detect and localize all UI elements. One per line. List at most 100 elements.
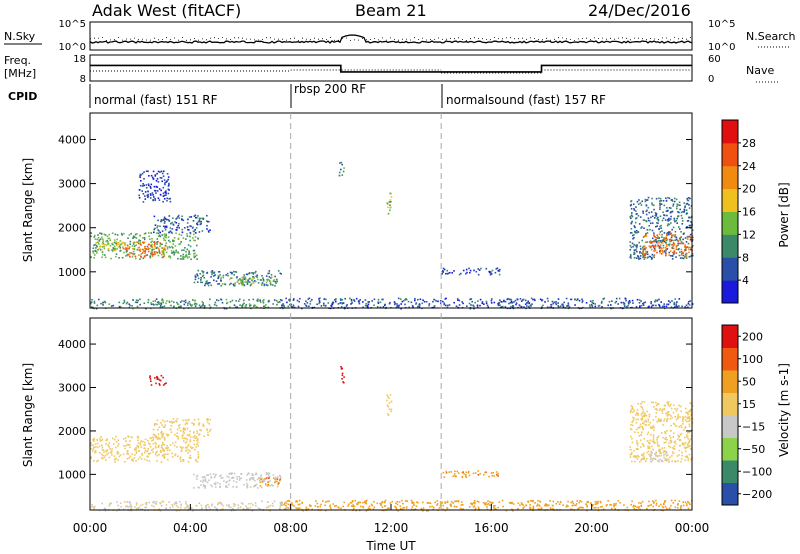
scatter-cell (156, 232, 158, 234)
scatter-cell (656, 459, 659, 462)
scatter-cell (478, 269, 481, 271)
scatter-cell (663, 204, 666, 207)
scatter-cell (206, 282, 209, 285)
scatter-cell (201, 476, 204, 478)
scatter-cell (592, 299, 594, 302)
scatter-cell (660, 224, 662, 227)
scatter-cell (267, 501, 269, 503)
scatter-cell (380, 502, 383, 505)
scatter-cell (157, 436, 160, 439)
scatter-cell (497, 302, 499, 305)
scatter-cell (178, 227, 180, 229)
scatter-cell (279, 501, 282, 504)
scatter-cell (154, 434, 156, 437)
scatter-cell (672, 244, 674, 247)
scatter-cell (638, 506, 640, 508)
scatter-cell (577, 508, 579, 510)
scatter-cell (99, 248, 102, 251)
scatter-cell (225, 481, 227, 484)
scatter-cell (647, 505, 649, 507)
scatter-cell (244, 277, 247, 279)
scatter-cell (690, 239, 692, 242)
scatter-cell (469, 298, 471, 301)
scatter-cell (678, 201, 681, 204)
scatter-cell (195, 254, 198, 257)
scatter-cell (153, 185, 156, 188)
scatter-cell (666, 210, 669, 212)
scatter-cell (637, 442, 639, 444)
scatter-cell (471, 503, 473, 506)
scatter-cell (649, 246, 652, 249)
time-tick-label: 20:00 (574, 521, 609, 535)
scatter-cell (661, 233, 663, 236)
scatter-cell (131, 436, 133, 439)
scatter-cell (658, 448, 660, 451)
scatter-cell (176, 301, 178, 304)
scatter-cell (175, 420, 178, 423)
scatter-cell (133, 245, 136, 247)
scatter-cell (340, 168, 342, 171)
nave-series (90, 69, 692, 74)
scatter-cell (354, 499, 356, 502)
scatter-cell (636, 229, 638, 232)
scatter-cell (169, 197, 171, 200)
scatter-cell (191, 422, 193, 424)
scatter-cell (153, 231, 155, 234)
scatter-cell (296, 299, 299, 302)
scatter-cell (254, 484, 256, 487)
scatter-cell (118, 455, 121, 458)
scatter-cell (655, 401, 657, 404)
scatter-cell (682, 442, 684, 445)
scatter-cell (685, 304, 688, 307)
scatter-cell (214, 301, 217, 304)
scatter-cell (149, 452, 152, 454)
scatter-cell (305, 300, 307, 302)
scatter-cell (193, 439, 195, 442)
scatter-cell (131, 305, 133, 307)
scatter-cell (244, 278, 247, 281)
scatter-cell (238, 282, 240, 285)
scatter-cell (670, 234, 673, 237)
scatter-cell (365, 499, 368, 502)
scatter-cell (103, 233, 106, 236)
scatter-cell (167, 178, 169, 181)
scatter-cell (659, 204, 661, 206)
scatter-cell (663, 408, 665, 411)
scatter-cell (194, 255, 197, 258)
scatter-cell (192, 424, 195, 426)
scatter-cell (495, 268, 498, 270)
scatter-cell (153, 433, 155, 436)
scatter-cell (162, 186, 165, 189)
scatter-cell (381, 501, 384, 503)
scatter-cell (562, 306, 565, 308)
scatter-cell (268, 472, 271, 475)
scatter-cell (261, 282, 264, 284)
scatter-cell (578, 507, 580, 509)
scatter-cell (384, 303, 386, 306)
scatter-cell (350, 298, 353, 301)
scatter-cell (411, 304, 414, 307)
scatter-cell (279, 480, 281, 482)
scatter-cell (273, 279, 276, 281)
scatter-cell (466, 305, 468, 307)
scatter-cell (603, 297, 606, 300)
scatter-cell (210, 476, 212, 478)
scatter-cell (119, 249, 122, 252)
scatter-cell (532, 505, 535, 508)
scatter-cell (160, 461, 163, 463)
scatter-cell (319, 297, 321, 299)
scatter-cell (661, 412, 664, 414)
scatter-cell (658, 298, 660, 301)
scatter-cell (277, 482, 279, 485)
scatter-cell (232, 507, 234, 510)
scatter-cell (319, 505, 321, 508)
scatter-cell (193, 443, 196, 446)
scatter-cell (93, 438, 96, 441)
scatter-cell (642, 408, 644, 411)
scatter-cell (651, 304, 654, 307)
scatter-cell (629, 232, 632, 234)
scatter-cell (629, 244, 632, 247)
scatter-cell (256, 274, 258, 277)
scatter-cell (279, 474, 281, 477)
scatter-cell (639, 255, 642, 257)
